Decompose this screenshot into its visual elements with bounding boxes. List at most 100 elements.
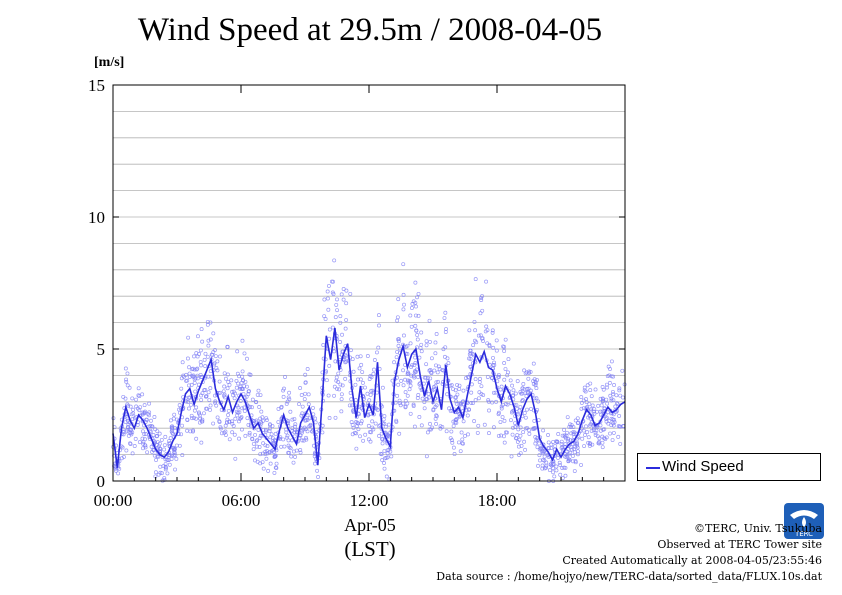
sample-point <box>358 434 362 439</box>
sample-point <box>157 431 162 436</box>
sample-point <box>546 440 551 445</box>
sample-point <box>414 304 418 309</box>
sample-point <box>593 387 598 392</box>
sample-point <box>359 419 364 424</box>
sample-point <box>298 448 303 452</box>
sample-point <box>472 419 477 424</box>
sample-point <box>354 446 359 451</box>
sample-point <box>552 474 557 479</box>
sample-point <box>158 449 163 453</box>
sample-point <box>225 344 230 349</box>
sample-point <box>427 427 432 432</box>
sample-point <box>347 403 352 408</box>
sample-point <box>454 417 459 421</box>
sample-point <box>588 388 593 393</box>
sample-point <box>338 314 343 319</box>
sample-point <box>311 405 315 410</box>
sample-point <box>320 430 325 435</box>
sample-point <box>499 433 503 438</box>
sample-point <box>558 462 563 467</box>
sample-point <box>476 396 481 401</box>
sample-point <box>177 403 182 408</box>
sample-point <box>466 432 470 437</box>
sample-point <box>376 313 381 318</box>
sample-point <box>386 433 391 438</box>
sample-point <box>131 411 136 416</box>
sample-point <box>368 439 373 444</box>
sample-point <box>187 383 191 388</box>
sample-point <box>557 460 562 465</box>
sample-point <box>415 295 420 300</box>
sample-point <box>287 451 292 455</box>
sample-point <box>315 468 320 473</box>
sample-point <box>609 398 614 403</box>
sample-point <box>373 421 378 426</box>
sample-point <box>417 415 422 419</box>
sample-point <box>407 387 412 392</box>
sample-point <box>508 378 513 383</box>
sample-point <box>143 443 148 448</box>
sample-point <box>422 400 427 404</box>
sample-point <box>225 417 230 422</box>
sample-point <box>551 466 556 471</box>
sample-point <box>174 456 179 461</box>
sample-point <box>565 415 570 420</box>
sample-point <box>541 428 546 433</box>
sample-point <box>225 386 230 391</box>
sample-point <box>339 292 344 297</box>
sample-point <box>289 438 294 443</box>
scatter-points <box>111 258 627 483</box>
sample-point <box>476 423 481 428</box>
sample-point <box>190 416 194 421</box>
sample-point <box>544 463 549 468</box>
sample-point <box>616 424 621 429</box>
sample-point <box>457 414 462 419</box>
sample-point <box>445 356 450 361</box>
sample-point <box>490 330 495 335</box>
sample-point <box>485 341 490 346</box>
sample-point <box>198 348 203 353</box>
sample-point <box>269 432 274 437</box>
sample-point <box>396 339 401 344</box>
sample-point <box>396 297 401 302</box>
sample-point <box>289 454 294 459</box>
sample-point <box>143 445 148 450</box>
sample-point <box>288 446 293 451</box>
sample-point <box>471 343 476 348</box>
credit-site: Observed at TERC Tower site <box>657 538 822 551</box>
sample-point <box>380 437 385 442</box>
sample-point <box>483 329 488 334</box>
sample-point <box>402 302 406 307</box>
sample-point <box>300 404 305 409</box>
y-tick-label: 15 <box>88 76 105 95</box>
sample-point <box>523 371 528 376</box>
sample-point <box>510 383 515 388</box>
sample-point <box>218 354 222 359</box>
sample-point <box>265 443 270 448</box>
sample-point <box>490 328 495 333</box>
sample-point <box>468 364 473 369</box>
sample-point <box>424 343 429 348</box>
sample-point <box>163 467 168 472</box>
sample-point <box>470 401 475 406</box>
sample-point <box>233 456 238 461</box>
sample-point <box>403 377 407 382</box>
sample-point <box>134 404 139 409</box>
sample-point <box>306 392 311 397</box>
sample-point <box>206 343 211 348</box>
sample-point <box>499 406 504 411</box>
sample-point <box>419 349 424 354</box>
sample-point <box>255 438 260 443</box>
sample-point <box>473 277 478 282</box>
sample-point <box>435 370 440 375</box>
sample-point <box>355 377 360 382</box>
sample-point <box>343 376 348 381</box>
sample-point <box>519 391 524 396</box>
sample-point <box>608 431 613 436</box>
sample-point <box>153 427 158 432</box>
sample-point <box>113 466 118 471</box>
sample-point <box>534 396 539 401</box>
sample-point <box>199 327 204 332</box>
sample-point <box>605 374 610 379</box>
